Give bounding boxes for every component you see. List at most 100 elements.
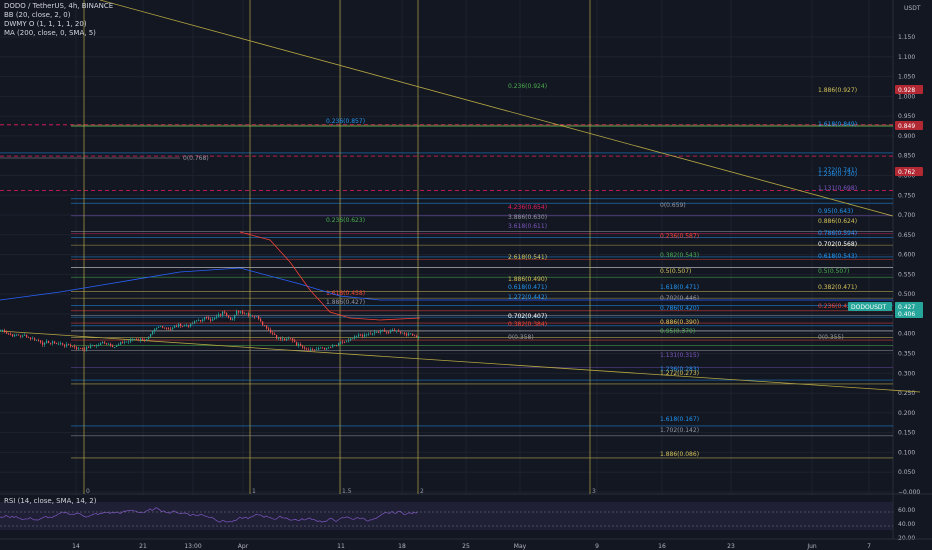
fib-label: 0.5(0.507) (818, 268, 849, 275)
candle-body (410, 333, 412, 335)
instrument-badge-label: DODOUSDT (851, 304, 887, 311)
price-tick-label: 1.000 (898, 93, 915, 100)
fib-label: 0.236(0.587) (660, 233, 699, 240)
legend-dwmy[interactable]: DWMY O (1, 1, 1, 1, 20) (4, 20, 87, 28)
price-badge (895, 85, 923, 94)
fib-label: 0.236(0.427) (818, 303, 857, 310)
candle-body (136, 338, 138, 340)
rsi-pane (0, 494, 893, 539)
candle-body (12, 334, 14, 337)
candle-body (342, 341, 344, 343)
candle-body (86, 347, 88, 350)
candle-body (302, 345, 304, 348)
candle-body (356, 335, 358, 337)
candle-body (404, 332, 406, 334)
price-badge-label: 0.849 (898, 123, 915, 130)
price-badge (895, 121, 923, 130)
candle-body (50, 342, 52, 344)
candle-body (4, 330, 6, 333)
candle-body (222, 311, 224, 316)
candle-body (26, 335, 28, 338)
time-tick-label: 18 (398, 543, 406, 550)
candle-body (318, 347, 320, 350)
candle-body (84, 348, 86, 350)
candle-body (274, 333, 276, 336)
candle-body (288, 338, 290, 340)
candle-body (310, 349, 312, 350)
candle-body (390, 330, 392, 333)
candle-body (182, 325, 184, 327)
fib-label: 1.618(0.167) (660, 416, 699, 423)
candle-body (104, 342, 106, 344)
candle-body (150, 333, 152, 337)
fib-label: 1.886(0.490) (508, 276, 547, 283)
candle-body (160, 325, 162, 327)
candle-body (146, 338, 148, 341)
candle-body (10, 334, 12, 335)
time-tick-label: 23 (727, 543, 735, 550)
price-badge-label: 0.762 (898, 169, 915, 176)
fib-label: 0.618(0.543) (818, 253, 857, 260)
candle-body (336, 344, 338, 346)
trendline-descending (99, 0, 894, 217)
fib-label: 0.95(0.643) (818, 208, 853, 215)
candle-body (18, 334, 20, 336)
candle-body (168, 328, 170, 330)
candle-body (66, 344, 68, 347)
price-tick-label: 0.300 (898, 370, 915, 377)
price-tick-label: 0.500 (898, 291, 915, 298)
candle-body (372, 333, 374, 335)
candle-body (394, 329, 396, 332)
fib-label: 0.236(0.857) (326, 118, 365, 125)
candle-body (22, 335, 24, 337)
price-tick-label: 0.150 (898, 430, 915, 437)
candle-body (348, 340, 350, 342)
rsi-tick-label: 40.00 (898, 521, 915, 528)
candle-body (350, 338, 352, 341)
time-tick-label: May (514, 543, 527, 550)
candle-body (242, 311, 244, 314)
price-badge (895, 302, 923, 311)
candle-body (324, 347, 326, 350)
time-marker-label: 2 (420, 488, 424, 495)
candle-body (362, 334, 364, 337)
legend-title[interactable]: DODO / TetherUS, 4h, BINANCE (4, 2, 114, 10)
candle-body (138, 339, 140, 341)
legend-ma[interactable]: MA (200, close, 0, SMA, 5) (4, 29, 96, 37)
candle-body (200, 319, 202, 322)
time-marker-label: 1.5 (342, 488, 352, 495)
candle-body (74, 346, 76, 348)
candle-body (110, 343, 112, 346)
candle-body (252, 315, 254, 317)
price-tick-label: 0.850 (898, 153, 915, 160)
legend-rsi[interactable]: RSI (14, close, SMA, 14, 2) (4, 497, 97, 505)
candle-body (158, 326, 160, 328)
rsi-band (0, 502, 893, 530)
fib-label: 1.886(0.927) (818, 87, 857, 94)
candle-body (230, 317, 232, 321)
candle-body (228, 315, 230, 318)
legend-bb[interactable]: BB (20, close, 2, 0) (4, 11, 71, 19)
candle-body (232, 318, 234, 321)
candle-body (366, 334, 368, 336)
candle-body (102, 342, 104, 344)
candle-body (244, 313, 246, 315)
candle-body (94, 345, 96, 346)
candle-body (296, 342, 298, 346)
price-tick-label: 0.100 (898, 449, 915, 456)
candle-body (106, 343, 108, 345)
candle-body (368, 333, 370, 335)
candle-body (332, 345, 334, 348)
price-tick-label: 0.350 (898, 351, 915, 358)
price-tick-label: 0.900 (898, 133, 915, 140)
candle-body (154, 329, 156, 332)
fib-label: 1.618(0.458) (326, 290, 365, 297)
candle-body (268, 328, 270, 330)
candle-body (292, 338, 294, 341)
candle-body (400, 331, 402, 333)
price-tick-label: 0.600 (898, 252, 915, 259)
price-tick-label: 0.950 (898, 113, 915, 120)
candle-body (2, 330, 4, 331)
rsi-line (0, 507, 419, 523)
